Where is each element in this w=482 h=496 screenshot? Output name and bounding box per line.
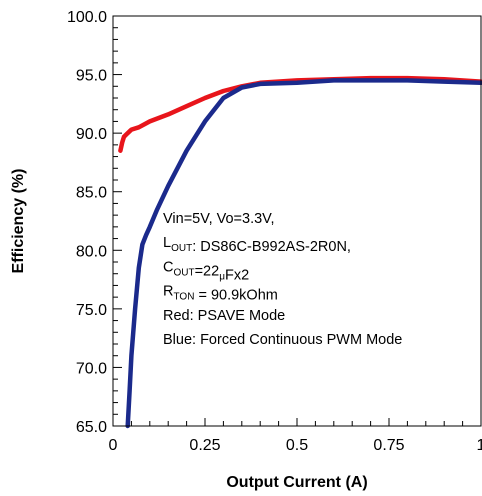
annotation-box: Vin=5V, Vo=3.3V, LOUT: DS86C-B992AS-2R0N,… bbox=[158, 204, 470, 376]
y-tick-label: 75.0 bbox=[76, 302, 107, 319]
x-tick-label: 0.75 bbox=[373, 437, 404, 454]
x-axis-title: Output Current (A) bbox=[226, 474, 367, 491]
annotation-line: RTON = 90.9kOhm bbox=[163, 284, 278, 304]
x-tick-label: 0.25 bbox=[189, 437, 220, 454]
annotation-line: Blue: Forced Continuous PWM Mode bbox=[163, 332, 402, 348]
y-tick-label: 65.0 bbox=[76, 419, 107, 436]
y-tick-label: 95.0 bbox=[76, 68, 107, 85]
annotation-background bbox=[158, 204, 470, 376]
x-tick-label: 1 bbox=[477, 437, 482, 454]
annotation-line: Red: PSAVE Mode bbox=[163, 308, 285, 324]
series-blue-pwm bbox=[125, 78, 482, 429]
series-red-psave bbox=[118, 75, 482, 153]
plot-series bbox=[118, 75, 482, 429]
x-axis-ticks: 0 0.25 0.5 0.75 1 bbox=[109, 418, 482, 454]
annotation-line: Vin=5V, Vo=3.3V, bbox=[163, 211, 275, 227]
y-tick-label: 90.0 bbox=[76, 126, 107, 143]
x-tick-label: 0 bbox=[109, 437, 118, 454]
y-tick-label: 80.0 bbox=[76, 243, 107, 260]
y-tick-label: 85.0 bbox=[76, 185, 107, 202]
plot-area-frame bbox=[112, 15, 482, 427]
y-tick-label: 100.0 bbox=[67, 9, 107, 26]
y-axis-ticks: 65.0 70.0 75.0 80.0 85.0 90.0 95.0 100.0 bbox=[67, 9, 122, 436]
x-tick-label: 0.5 bbox=[286, 437, 308, 454]
y-axis-title: Efficiency (%) bbox=[10, 169, 27, 274]
y-tick-label: 70.0 bbox=[76, 360, 107, 377]
annotation-line: LOUT: DS86C-B992AS-2R0N, bbox=[163, 235, 351, 255]
annotation-line: COUT=22μFx2 bbox=[163, 259, 249, 283]
